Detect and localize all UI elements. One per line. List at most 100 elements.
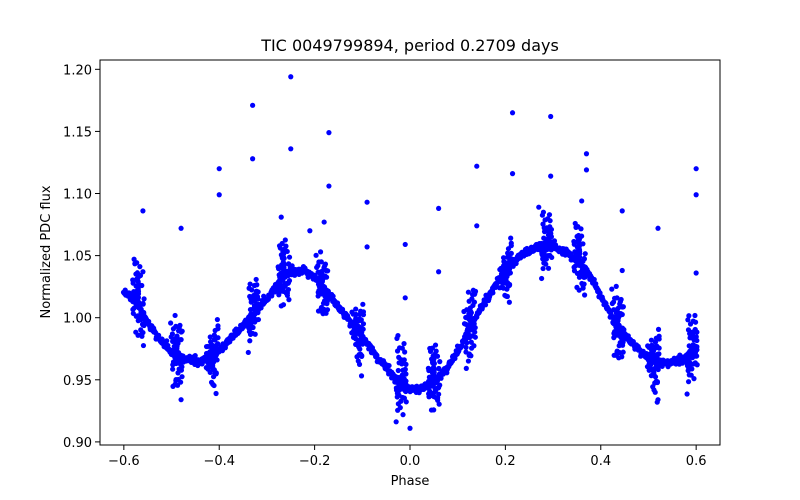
data-point (171, 350, 177, 356)
data-point (402, 349, 408, 355)
data-point (248, 296, 254, 302)
data-point (178, 225, 184, 231)
data-point (479, 306, 485, 312)
data-point (350, 311, 356, 317)
data-point (506, 261, 512, 267)
data-point (176, 325, 182, 331)
x-tick-label: −0.6 (108, 454, 140, 469)
data-point (396, 375, 402, 381)
data-point (246, 325, 252, 331)
data-point (611, 307, 617, 313)
data-point (536, 204, 542, 210)
data-point (250, 156, 256, 162)
data-point (463, 344, 469, 351)
data-point (392, 377, 398, 384)
data-point (431, 407, 437, 413)
data-point (250, 324, 256, 331)
data-point (616, 349, 623, 356)
data-point (654, 354, 660, 361)
data-point (436, 372, 442, 379)
data-point (214, 316, 220, 323)
data-point (213, 390, 219, 397)
data-point (215, 335, 221, 341)
data-point (593, 281, 599, 287)
y-tick-label: 1.10 (63, 188, 92, 203)
data-point (656, 336, 662, 342)
data-point (651, 387, 657, 393)
data-point (247, 338, 253, 344)
data-point (619, 336, 625, 342)
data-point (467, 318, 473, 324)
data-point (540, 265, 546, 272)
data-point (282, 237, 288, 243)
data-point (317, 249, 324, 255)
data-point (321, 219, 327, 225)
data-point (615, 326, 622, 332)
x-tick-label: 0.0 (400, 454, 421, 469)
data-point (359, 335, 365, 341)
data-point (403, 361, 409, 367)
data-point (316, 280, 323, 286)
data-point (130, 306, 136, 313)
data-point (134, 270, 141, 276)
data-point (207, 357, 213, 363)
data-point (249, 330, 256, 336)
data-point (360, 312, 367, 318)
data-point (211, 332, 217, 338)
data-point (462, 333, 468, 340)
data-point (245, 349, 251, 356)
data-point (609, 286, 615, 292)
data-point (215, 326, 221, 332)
y-tick-label: 0.95 (63, 374, 92, 389)
data-point (580, 285, 586, 291)
data-point (571, 264, 577, 270)
data-point (353, 336, 359, 342)
data-point (617, 299, 624, 305)
data-point (612, 314, 619, 320)
data-point (205, 343, 211, 350)
y-axis-label: Normalized PDC flux (39, 185, 54, 318)
data-point (277, 274, 283, 280)
y-axis-ticks: 0.90 0.95 1.00 1.05 1.10 1.15 1.20 (63, 63, 100, 451)
data-point (174, 338, 181, 344)
data-point (172, 381, 178, 387)
data-point (321, 306, 327, 312)
data-point (686, 343, 692, 349)
data-point (136, 313, 143, 319)
data-point (692, 319, 699, 325)
data-point (269, 293, 275, 299)
data-point (288, 146, 294, 152)
data-point (397, 405, 403, 411)
data-point (583, 167, 590, 173)
data-point (402, 366, 408, 372)
data-point (538, 245, 544, 252)
data-point (282, 281, 288, 287)
data-point (281, 288, 287, 294)
data-point (693, 270, 699, 276)
data-point (140, 269, 146, 275)
data-point (139, 282, 145, 289)
data-point (615, 310, 622, 316)
data-point (322, 263, 328, 269)
data-point (684, 391, 690, 397)
data-point (645, 356, 651, 362)
data-point (582, 251, 588, 257)
data-point (500, 280, 507, 286)
data-point (694, 353, 700, 359)
data-point (431, 394, 437, 400)
data-point (501, 258, 507, 265)
data-point (140, 321, 146, 328)
data-point (429, 370, 436, 376)
data-point (178, 397, 184, 403)
data-point (179, 374, 185, 380)
data-point (138, 327, 144, 333)
data-point (130, 310, 136, 317)
data-point (506, 270, 512, 276)
data-point (541, 225, 547, 231)
data-point (506, 266, 513, 272)
data-point (474, 223, 480, 229)
x-tick-label: −0.2 (299, 454, 331, 469)
y-tick-label: 1.05 (63, 250, 92, 265)
data-point (693, 166, 699, 172)
